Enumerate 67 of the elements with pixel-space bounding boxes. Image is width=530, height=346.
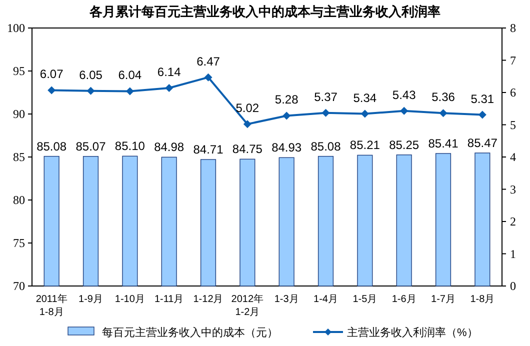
data-label: 5.43 bbox=[392, 88, 416, 102]
x-tick-label: 2012年 1-2月 bbox=[231, 293, 264, 318]
point bbox=[204, 73, 212, 82]
data-label: 5.36 bbox=[432, 90, 456, 104]
y-tick-label: 100 bbox=[7, 21, 25, 35]
data-label: 84.93 bbox=[272, 140, 302, 155]
point bbox=[360, 110, 369, 118]
y2-tick-label: 7 bbox=[510, 53, 516, 68]
x-tick-label: 1-12月 bbox=[193, 294, 224, 305]
y-tick-label: 95 bbox=[13, 64, 25, 78]
data-label: 85.08 bbox=[310, 139, 342, 154]
point bbox=[478, 110, 486, 119]
y-tick-label: 75 bbox=[13, 236, 25, 250]
y2-tick-label: 8 bbox=[510, 21, 516, 35]
data-label: 85.21 bbox=[350, 138, 380, 152]
y-tick-label: 80 bbox=[13, 193, 25, 207]
data-label: 5.31 bbox=[470, 92, 494, 106]
y2-tick-label: 4 bbox=[510, 150, 516, 164]
data-label: 6.14 bbox=[157, 64, 182, 79]
y2-tick-label: 5 bbox=[510, 118, 516, 132]
data-label: 84.75 bbox=[232, 142, 263, 156]
point bbox=[439, 109, 448, 118]
x-tick-label: 1-11月 bbox=[154, 294, 184, 305]
data-label: 84.98 bbox=[154, 140, 184, 154]
x-tick-label: 1-4月 bbox=[314, 294, 338, 305]
point bbox=[400, 106, 408, 115]
data-label: 85.25 bbox=[389, 138, 420, 152]
data-label: 85.41 bbox=[428, 136, 459, 150]
x-tick-label: 1-3月 bbox=[274, 294, 299, 305]
data-label: 5.02 bbox=[236, 101, 260, 116]
point bbox=[126, 87, 134, 96]
point bbox=[322, 108, 330, 117]
data-label: 6.47 bbox=[196, 54, 220, 68]
data-label: 6.04 bbox=[118, 68, 142, 82]
data-label: 6.05 bbox=[79, 68, 103, 82]
x-tick-label: 1-10月 bbox=[114, 294, 145, 305]
point bbox=[243, 120, 252, 128]
x-tick-label: 2011年 1-8月 bbox=[36, 293, 68, 318]
data-label: 85.10 bbox=[114, 139, 146, 154]
x-tick-label: 1-7月 bbox=[431, 294, 456, 305]
data-label: 5.37 bbox=[314, 90, 338, 104]
y2-tick-label: 2 bbox=[510, 214, 516, 228]
y-tick-label: 85 bbox=[13, 150, 25, 164]
point bbox=[86, 86, 95, 95]
point bbox=[282, 112, 291, 120]
data-label: 84.71 bbox=[193, 142, 224, 156]
point bbox=[48, 86, 56, 94]
data-label: 5.28 bbox=[274, 92, 299, 107]
legend-label: 每百元主营业务收入中的成本（元） bbox=[102, 326, 278, 339]
x-tick-label: 1-5月 bbox=[352, 294, 378, 305]
point bbox=[165, 84, 174, 92]
y-tick-label: 70 bbox=[13, 279, 25, 293]
data-label: 85.08 bbox=[36, 139, 67, 154]
data-label: 5.34 bbox=[353, 90, 377, 105]
x-tick-label: 1-9月 bbox=[78, 294, 103, 305]
chart-title: 各月累计每百元主营业务收入中的成本与主营业务收入利润率 bbox=[88, 4, 440, 19]
y2-tick-label: 6 bbox=[510, 86, 516, 100]
data-label: 85.07 bbox=[76, 139, 106, 154]
x-tick-label: 1-8月 bbox=[470, 294, 495, 305]
y2-tick-label: 3 bbox=[510, 182, 516, 196]
data-label: 6.07 bbox=[40, 67, 64, 82]
y2-tick-label: 0 bbox=[510, 279, 516, 293]
x-tick-label: 1-6月 bbox=[392, 294, 416, 305]
y2-tick-label: 1 bbox=[510, 246, 516, 261]
legend-label: 主营业务收入利润率（%） bbox=[347, 326, 478, 339]
y-tick-label: 90 bbox=[13, 107, 25, 121]
data-label: 85.47 bbox=[467, 136, 498, 150]
